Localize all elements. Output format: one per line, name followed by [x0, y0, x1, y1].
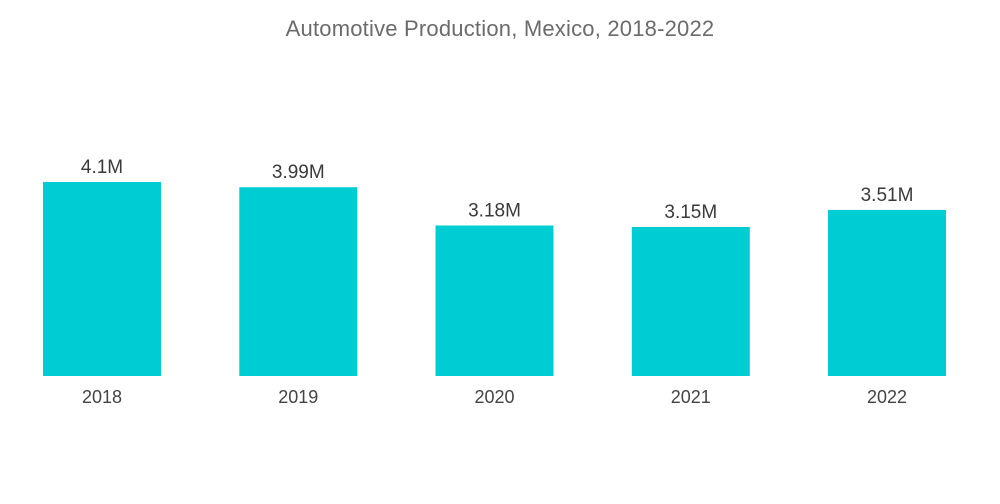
bar-2021: [631, 227, 750, 376]
x-tick-label-2020: 2020: [474, 387, 514, 407]
data-label-2019: 3.99M: [272, 162, 325, 183]
x-tick-label-2019: 2019: [278, 387, 318, 407]
chart-title: Automotive Production, Mexico, 2018-2022: [285, 16, 715, 41]
bar-2022: [828, 209, 946, 376]
data-label-2022: 3.51M: [861, 185, 914, 206]
data-label-2020: 3.18M: [468, 201, 521, 222]
bar-2018: [43, 182, 161, 376]
x-tick-label-2022: 2022: [867, 387, 907, 407]
x-tick-label-2021: 2021: [671, 387, 711, 407]
data-label-2021: 3.15M: [664, 202, 717, 223]
x-tick-label-2018: 2018: [82, 387, 122, 407]
data-label-2018: 4.1M: [81, 157, 123, 178]
bar-2019: [239, 187, 358, 376]
bar-2020: [435, 225, 554, 376]
